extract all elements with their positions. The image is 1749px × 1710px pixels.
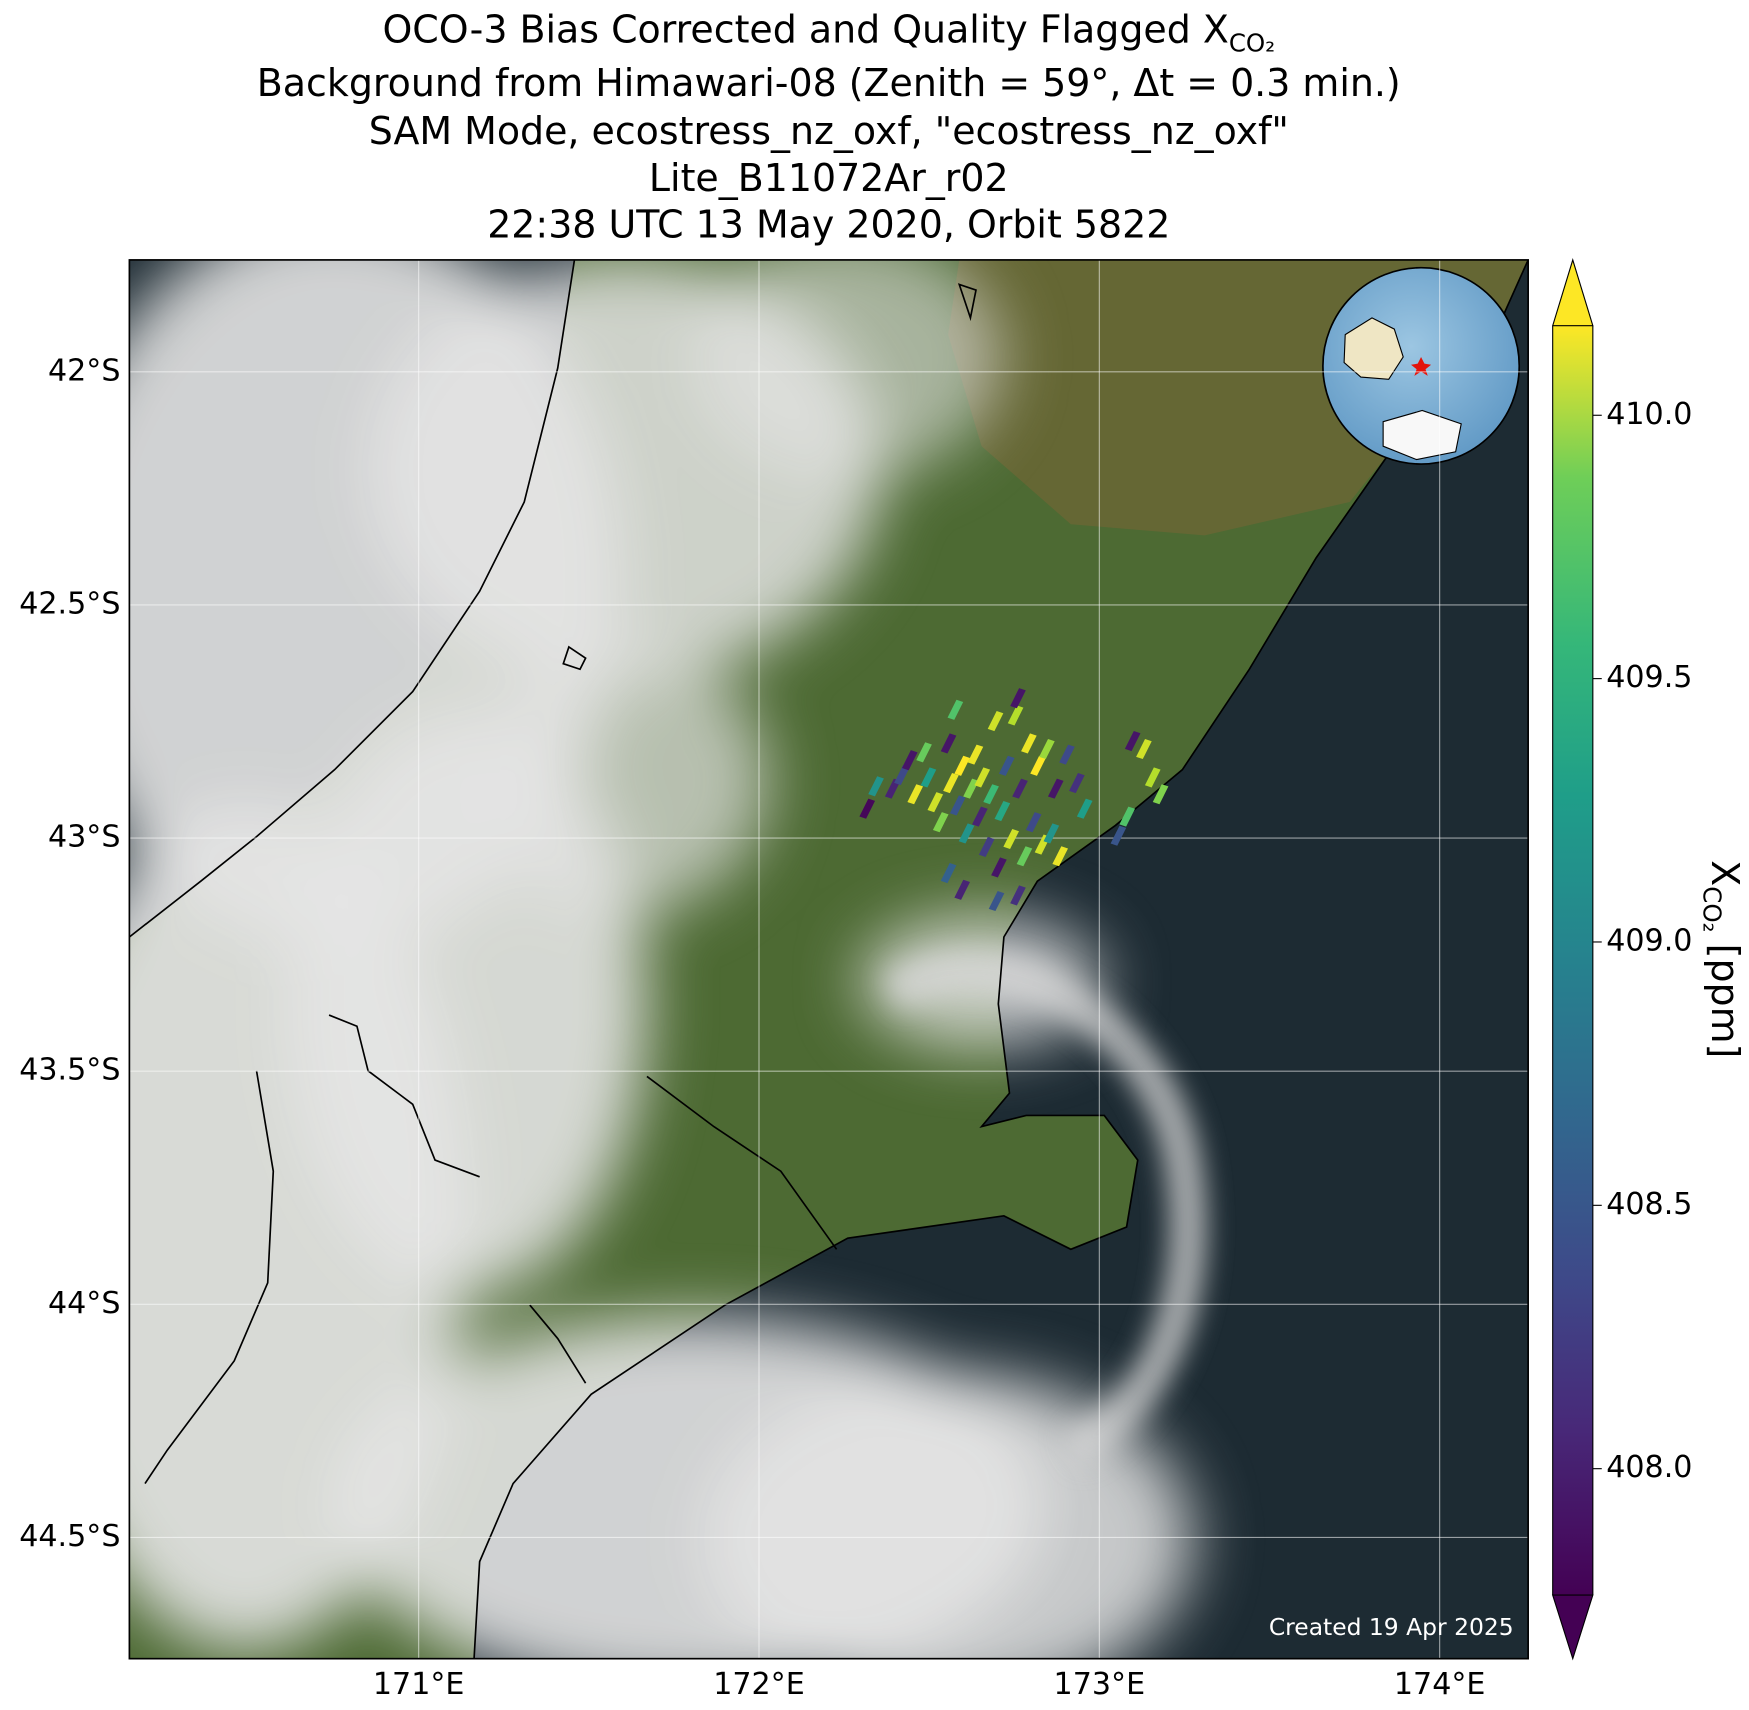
sounding [1076, 798, 1093, 819]
sounding [927, 792, 944, 813]
sounding [1016, 846, 1033, 867]
colorbar-extend-min [1551, 1594, 1594, 1661]
sounding [932, 812, 949, 833]
sounding [1124, 731, 1141, 752]
sounding [998, 755, 1015, 776]
sounding [1010, 885, 1026, 906]
x-tick-label: 173°E [1054, 1667, 1146, 1702]
sounding [1059, 744, 1075, 765]
sounding [967, 744, 984, 765]
colorbar-label-unit: [ppm] [1703, 944, 1747, 1059]
title-text: OCO-3 Bias Corrected and Quality Flagged… [382, 7, 1228, 51]
sounding [994, 800, 1011, 822]
colorbar-tick-label: 410.0 [1606, 397, 1692, 432]
sounding [1012, 778, 1028, 799]
colorbar-label-subscript: CO₂ [1697, 886, 1726, 932]
colorbar-tick-label: 408.5 [1606, 1187, 1692, 1222]
sounding [983, 784, 999, 805]
sounding [958, 823, 975, 844]
y-tick-label: 42.5°S [19, 586, 120, 621]
y-tick-label: 44°S [48, 1286, 120, 1321]
sounding [907, 784, 924, 805]
colorbar-extend-max [1551, 258, 1594, 327]
annotation: Created 19 Apr 2025 [1269, 1613, 1514, 1641]
sounding [1047, 778, 1064, 799]
x-tick-label: 171°E [373, 1667, 465, 1702]
title-line: Lite_B11072Ar_r02 [649, 156, 1009, 200]
sounding [1144, 767, 1161, 788]
inset-globe [1322, 266, 1521, 465]
sounding [901, 750, 918, 771]
sounding [1136, 738, 1152, 760]
sounding [1007, 705, 1024, 726]
sounding [1030, 755, 1046, 776]
sounding [859, 798, 876, 819]
sounding [972, 806, 988, 827]
soundings [859, 688, 1169, 912]
sounding [988, 890, 1005, 912]
sounding [868, 776, 884, 797]
coastlines [129, 259, 1529, 1659]
title-line: OCO-3 Bias Corrected and Quality Flagged… [382, 7, 1275, 57]
sounding [978, 836, 995, 857]
sounding [1039, 738, 1055, 760]
grid [129, 259, 1529, 1659]
sounding [940, 862, 957, 884]
sounding [963, 778, 979, 799]
y-tick-label: 42°S [48, 353, 120, 388]
sounding [894, 765, 910, 786]
sounding [991, 857, 1007, 878]
colorbar-outline [1552, 325, 1594, 1596]
sounding [954, 755, 970, 776]
sounding [1010, 688, 1026, 709]
sounding [920, 767, 937, 788]
sounding [974, 767, 991, 788]
sounding [943, 773, 959, 794]
colorbar-tick-label: 408.0 [1606, 1450, 1692, 1485]
title-line: SAM Mode, ecostress_nz_oxf, "ecostress_n… [369, 109, 1289, 153]
colorbar-label-text: X [1703, 860, 1747, 886]
sounding [947, 699, 964, 720]
colorbar: XCO₂ [ppm] [1551, 258, 1747, 1661]
sounding [940, 733, 957, 754]
sounding [1052, 846, 1068, 867]
colorbar-tick-label: 409.5 [1606, 660, 1692, 695]
sounding [1119, 806, 1136, 827]
colorbar-gradient [1552, 325, 1593, 1596]
sounding [987, 710, 1004, 732]
cloud-swirl [882, 952, 1207, 1468]
sounding [949, 795, 966, 816]
basemap [129, 259, 1529, 1659]
x-tick-label: 174°E [1394, 1667, 1486, 1702]
y-tick-label: 44.5°S [19, 1519, 120, 1554]
sounding [954, 879, 970, 900]
x-tick-label: 172°E [713, 1667, 805, 1702]
sounding [1069, 773, 1085, 794]
colorbar-label: XCO₂ [ppm] [1697, 860, 1747, 1058]
map-frame [128, 259, 1529, 1660]
title-subscript: CO₂ [1229, 28, 1275, 57]
colorbar-tick-label: 409.0 [1606, 923, 1692, 958]
sounding [1110, 825, 1127, 846]
title-line: 22:38 UTC 13 May 2020, Orbit 5822 [487, 203, 1170, 247]
sounding [1043, 823, 1060, 844]
sounding [916, 742, 932, 763]
sounding [1025, 812, 1042, 833]
sounding [1021, 733, 1037, 754]
title: OCO-3 Bias Corrected and Quality Flagged… [257, 7, 1401, 246]
y-tick-label: 43°S [48, 820, 120, 855]
sounding [1003, 828, 1019, 850]
y-tick-label: 43.5°S [19, 1053, 120, 1088]
title-line: Background from Himawari-08 (Zenith = 59… [257, 61, 1401, 105]
sounding [1152, 784, 1169, 805]
